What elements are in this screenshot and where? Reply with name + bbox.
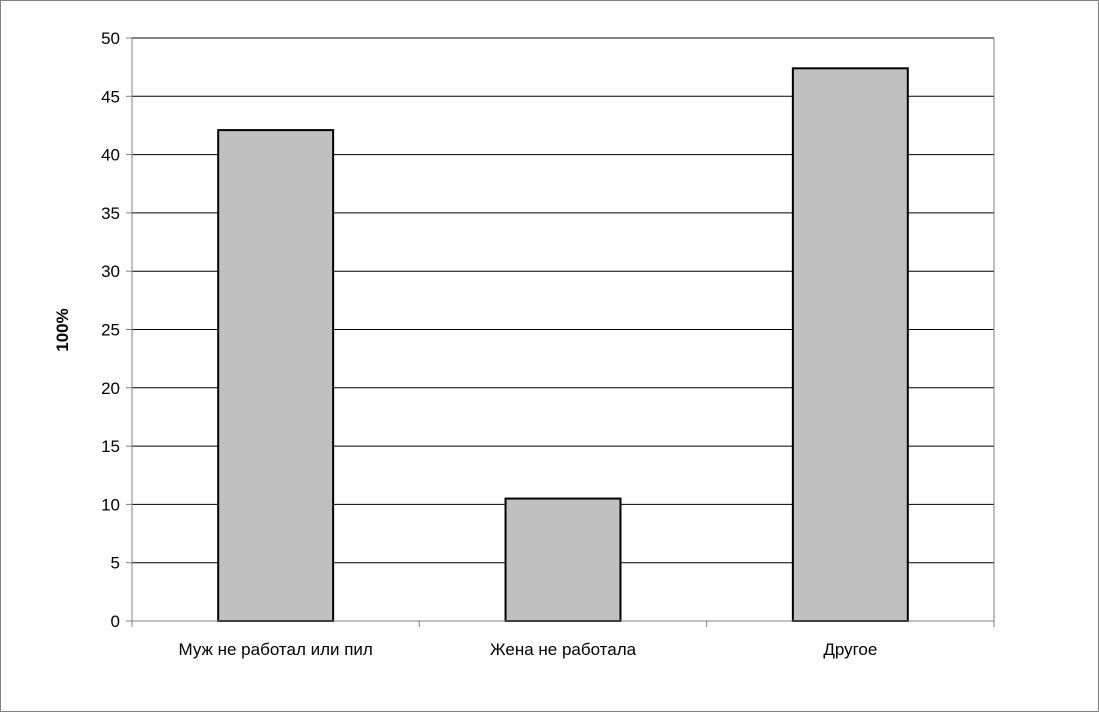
y-tick-label: 50 [101, 29, 120, 48]
y-tick-label: 35 [101, 204, 120, 223]
y-tick-label: 5 [111, 554, 120, 573]
y-tick-label: 0 [111, 612, 120, 631]
y-tick-label: 20 [101, 379, 120, 398]
axes [126, 37, 995, 627]
bar [791, 67, 909, 623]
x-tick-label: Муж не работал или пил [178, 640, 372, 659]
y-tick-label: 30 [101, 262, 120, 281]
bar [504, 497, 622, 623]
y-tick-label: 10 [101, 495, 120, 514]
y-tick-label: 45 [101, 87, 120, 106]
y-tick-label: 15 [101, 437, 120, 456]
y-axis-title: 100% [53, 308, 72, 351]
x-tick-labels: Муж не работал или пил Жена не работала Др… [178, 640, 877, 659]
y-tick-labels: 0 5 10 15 20 25 30 35 40 45 50 [101, 29, 120, 631]
bars [217, 67, 909, 623]
bar [217, 129, 335, 622]
y-tick-label: 25 [101, 321, 120, 340]
x-tick-label: Жена не работала [490, 640, 637, 659]
y-tick-label: 40 [101, 146, 120, 165]
x-tick-label: Другое [823, 640, 877, 659]
